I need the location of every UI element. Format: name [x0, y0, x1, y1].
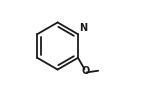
Text: N: N [79, 23, 87, 33]
Text: O: O [81, 66, 90, 76]
